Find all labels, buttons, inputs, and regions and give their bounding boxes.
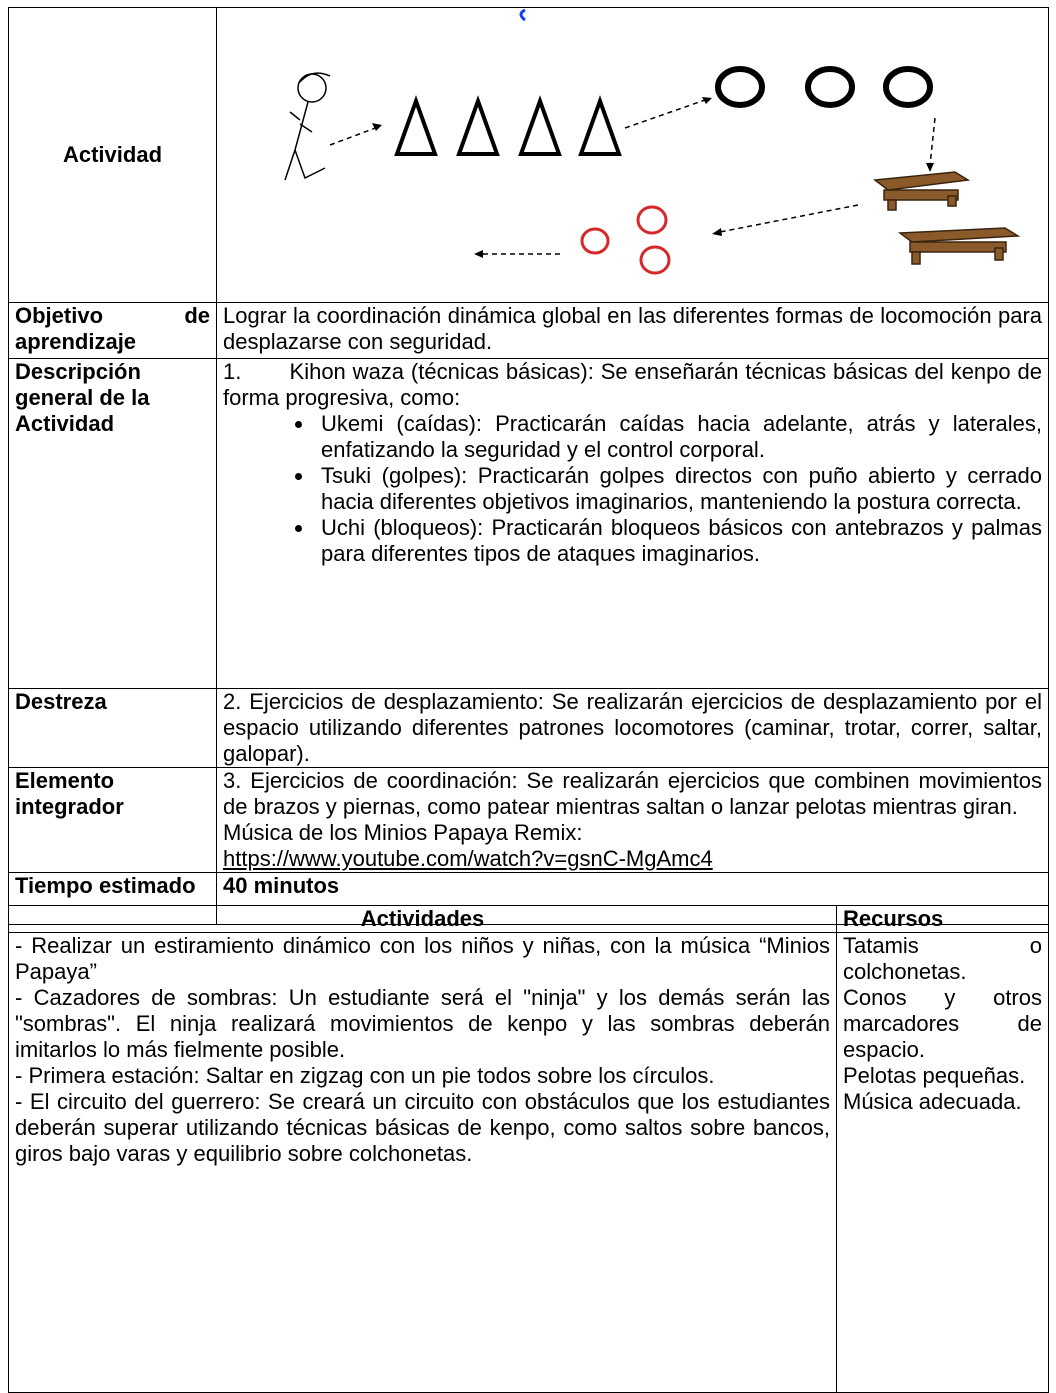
row-text: Lograr la coordinación dinámica global e… [216,302,1049,359]
bullet: Ukemi (caídas): Practicarán caídas hacia… [315,411,1042,463]
plan-table: Actividad Objetivo de aprendizaje Lograr… [8,7,1049,925]
activities-cell: - Realizar un estiramiento dinámico con … [8,932,837,1393]
resource: Tatamis o colchonetas. [843,933,1042,984]
resource: Conos y otros marcadores de espacio. [843,985,1042,1062]
row-content: 1. Kihon waza (técnicas básicas): Se ens… [216,358,1049,689]
row-text: 2. Ejercicios de desplazamiento: Se real… [216,688,1049,768]
bullet-list: Ukemi (caídas): Practicarán caídas hacia… [223,411,1042,567]
row-label: Descripción general de la Actividad [8,358,217,689]
activity: - Realizar un estiramiento dinámico con … [15,933,830,984]
music-link[interactable]: https://www.youtube.com/watch?v=gsnC-MgA… [223,846,713,871]
row-label: Destreza [8,688,217,768]
activity: - Cazadores de sombras: Un estudiante se… [15,985,830,1062]
header: Recursos [836,905,1049,933]
row-label: Actividad [8,7,217,303]
row-text: 1. Kihon waza (técnicas básicas): Se ens… [223,359,1042,410]
resource: Pelotas pequeñas. [843,1063,1026,1088]
bullet: Tsuki (golpes): Practicarán golpes direc… [315,463,1042,515]
row-content: 3. Ejercicios de coordinación: Se realiz… [216,767,1049,873]
resource: Música adecuada. [843,1089,1022,1114]
header: Actividades [8,905,837,933]
bullet: Uchi (bloqueos): Practicarán bloqueos bá… [315,515,1042,567]
activity: - El circuito del guerrero: Se creará un… [15,1089,830,1166]
activity: - Primera estación: Saltar en zigzag con… [15,1063,715,1088]
activities-table: Actividades Recursos - Realizar un estir… [8,905,1049,1393]
activity-drawing-cell [216,7,1049,303]
row-text: 3. Ejercicios de coordinación: Se realiz… [223,768,1042,819]
row-label: Objetivo de aprendizaje [8,302,217,359]
music-text: Música de los Minios Papaya Remix: [223,820,583,845]
row-label: Elemento integrador [8,767,217,873]
resources-cell: Tatamis o colchonetas. Conos y otros mar… [836,932,1049,1393]
